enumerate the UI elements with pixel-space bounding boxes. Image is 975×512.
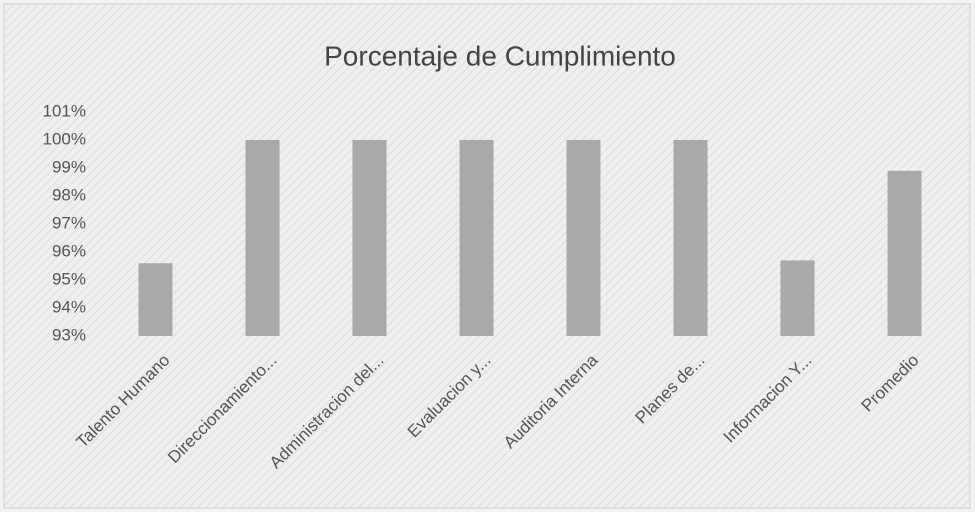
bar bbox=[352, 140, 387, 336]
y-tick-label: 93% bbox=[52, 325, 86, 344]
y-tick-label: 95% bbox=[52, 269, 86, 288]
bar bbox=[138, 263, 173, 336]
bar bbox=[673, 140, 708, 336]
chart-title: Porcentaje de Cumplimiento bbox=[324, 40, 676, 71]
y-tick-label: 96% bbox=[52, 241, 86, 260]
y-tick-label: 97% bbox=[52, 213, 86, 232]
bar bbox=[780, 260, 815, 336]
y-tick-label: 99% bbox=[52, 157, 86, 176]
bar bbox=[566, 140, 601, 336]
bar bbox=[887, 170, 922, 336]
y-tick-label: 100% bbox=[43, 129, 86, 148]
y-tick-label: 98% bbox=[52, 185, 86, 204]
y-tick-label: 101% bbox=[43, 101, 86, 120]
bar bbox=[245, 140, 280, 336]
bar bbox=[459, 140, 494, 336]
y-tick-label: 94% bbox=[52, 297, 86, 316]
